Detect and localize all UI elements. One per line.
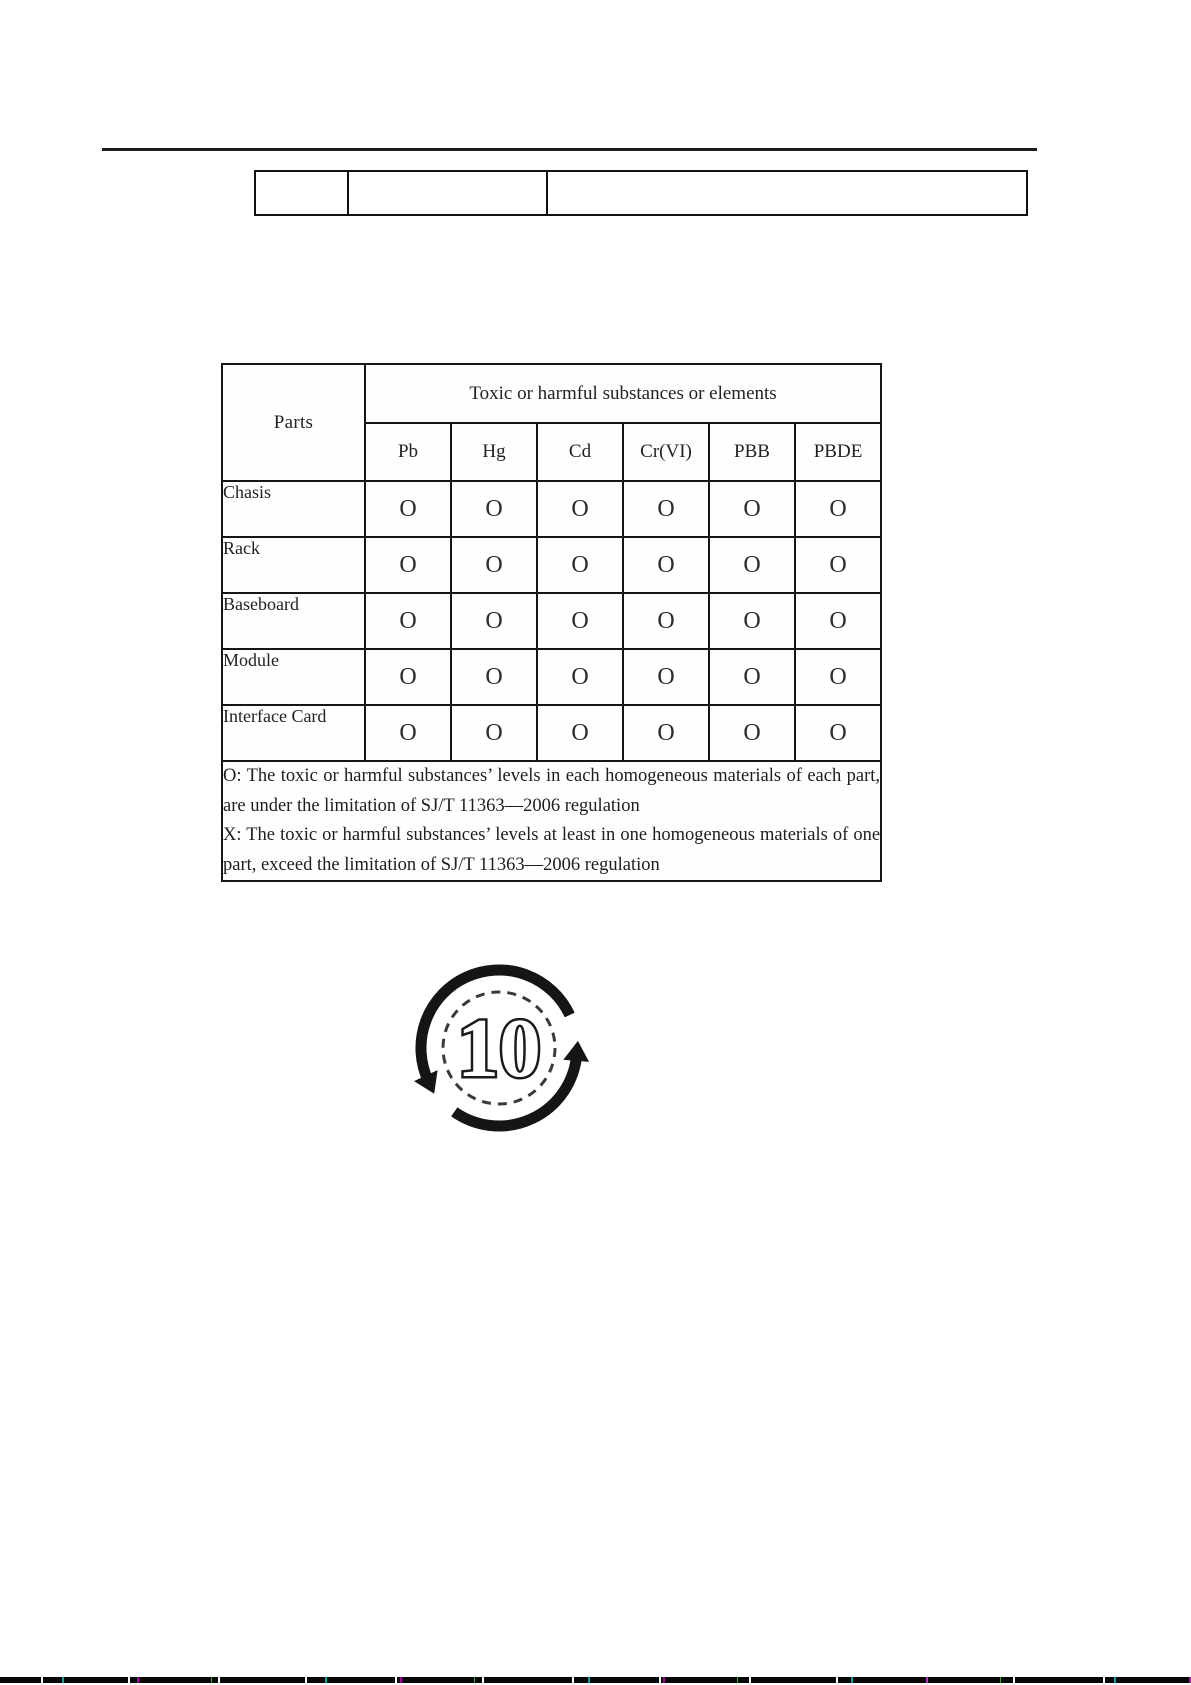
part-label: Interface Card xyxy=(221,704,366,762)
mark-cell: O xyxy=(364,536,452,594)
table-row: Rack O O O O O O xyxy=(221,536,883,594)
column-header-pb: Pb xyxy=(364,422,452,482)
table-row: Interface Card O O O O O O xyxy=(221,704,883,762)
fragment-cell-3 xyxy=(546,172,1026,214)
mark-cell: O xyxy=(450,536,538,594)
mark-cell: O xyxy=(450,704,538,762)
efup-bottom-arc xyxy=(451,1054,583,1132)
part-label: Module xyxy=(221,648,366,706)
column-header-pbde: PBDE xyxy=(793,422,883,482)
mark-cell: O xyxy=(793,648,883,706)
mark-cell: O xyxy=(708,480,796,538)
mark-cell: O xyxy=(793,480,883,538)
substances-table: Parts Toxic or harmful substances or ele… xyxy=(220,363,883,882)
mark-cell: O xyxy=(793,592,883,650)
table-row: Chasis O O O O O O xyxy=(221,480,883,538)
mark-cell: O xyxy=(450,592,538,650)
header-rule xyxy=(102,148,1037,151)
fragment-cell-1 xyxy=(256,172,347,214)
mark-cell: O xyxy=(622,536,710,594)
mark-cell: O xyxy=(536,704,624,762)
part-label: Baseboard xyxy=(221,592,366,650)
column-header-hg: Hg xyxy=(450,422,538,482)
part-label: Rack xyxy=(221,536,366,594)
scan-edge-noise-bar xyxy=(0,1677,1191,1683)
mark-cell: O xyxy=(708,704,796,762)
mark-cell: O xyxy=(622,704,710,762)
efup-right-arrowhead xyxy=(563,1040,590,1062)
efup-recycling-icon: 10 xyxy=(399,953,601,1145)
efup-inner-dashed-circle xyxy=(441,990,557,1106)
mark-cell: O xyxy=(708,592,796,650)
mark-cell: O xyxy=(536,536,624,594)
group-header: Toxic or harmful substances or elements xyxy=(363,363,883,424)
mark-cell: O xyxy=(708,648,796,706)
substance-header-row: Pb Hg Cd Cr(VI) PBB PBDE xyxy=(222,422,883,482)
part-label: Chasis xyxy=(221,480,366,538)
mark-cell: O xyxy=(536,648,624,706)
mark-cell: O xyxy=(364,592,452,650)
mark-cell: O xyxy=(708,536,796,594)
efup-top-arc xyxy=(415,964,575,1084)
table-row: Baseboard O O O O O O xyxy=(221,592,883,650)
mark-cell: O xyxy=(622,480,710,538)
mark-cell: O xyxy=(364,480,452,538)
empty-fragment-table xyxy=(254,170,1028,216)
mark-cell: O xyxy=(364,648,452,706)
mark-cell: O xyxy=(536,480,624,538)
mark-cell: O xyxy=(364,704,452,762)
legend-x-note: X: The toxic or harmful substances’ leve… xyxy=(223,825,881,875)
mark-cell: O xyxy=(622,592,710,650)
legend-row: O: The toxic or harmful substances’ leve… xyxy=(220,760,883,882)
table-row: Module O O O O O O xyxy=(221,648,883,706)
efup-left-arrowhead xyxy=(414,1070,438,1094)
column-header-crvi: Cr(VI) xyxy=(622,422,710,482)
mark-cell: O xyxy=(536,592,624,650)
legend-o-note: O: The toxic or harmful substances’ leve… xyxy=(223,766,881,816)
efup-years-label: 10 xyxy=(457,1002,541,1095)
mark-cell: O xyxy=(793,536,883,594)
legend-cell: O: The toxic or harmful substances’ leve… xyxy=(220,760,883,882)
mark-cell: O xyxy=(793,704,883,762)
column-header-cd: Cd xyxy=(536,422,624,482)
mark-cell: O xyxy=(450,480,538,538)
column-header-pbb: PBB xyxy=(708,422,796,482)
mark-cell: O xyxy=(450,648,538,706)
fragment-cell-2 xyxy=(347,172,546,214)
parts-header: Parts xyxy=(221,363,366,482)
mark-cell: O xyxy=(622,648,710,706)
